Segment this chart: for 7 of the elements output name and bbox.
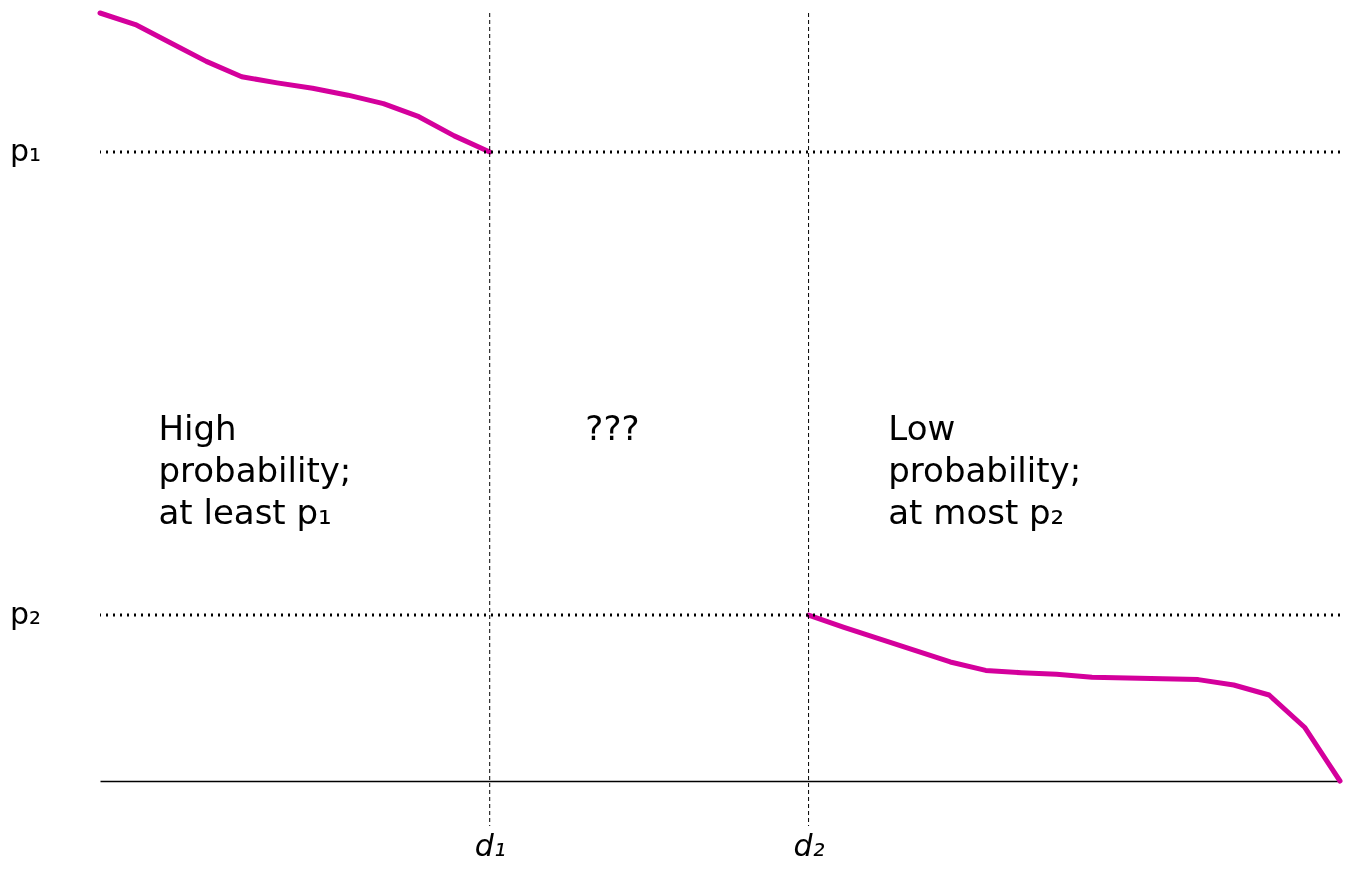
annotation: High probability; at least p₁ (158, 408, 352, 532)
x-tick-label: d₂ (793, 827, 825, 863)
annotation: Low probability; at most p₂ (888, 408, 1082, 532)
x-tick-label: d₁ (474, 827, 506, 863)
ref-line-label: p₁ (10, 133, 42, 169)
ref-line-label: p₂ (10, 596, 42, 632)
annotation: ??? (585, 408, 640, 448)
